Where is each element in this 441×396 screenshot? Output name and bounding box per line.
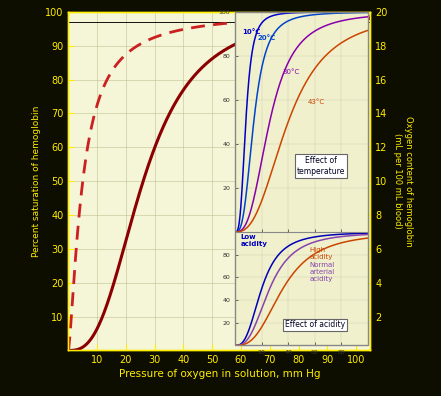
Text: High
acidity: High acidity: [309, 247, 333, 260]
Text: Effect of acidity: Effect of acidity: [284, 320, 345, 329]
Text: Low
acidity: Low acidity: [240, 234, 268, 247]
Text: Normal
arterial
acidity: Normal arterial acidity: [309, 262, 335, 282]
Y-axis label: Percent saturation of hemoglobin: Percent saturation of hemoglobin: [32, 105, 41, 257]
Text: 30°C: 30°C: [283, 69, 300, 74]
Text: 10°C: 10°C: [242, 29, 260, 35]
Text: Effect of
temperature: Effect of temperature: [297, 156, 345, 176]
Y-axis label: Oxygen content of hemoglobin
(mL per 100 mL blood): Oxygen content of hemoglobin (mL per 100…: [393, 116, 413, 247]
Text: 20°C: 20°C: [258, 36, 276, 42]
Text: 43°C: 43°C: [308, 99, 325, 105]
X-axis label: Pressure of oxygen in solution, mm Hg: Pressure of oxygen in solution, mm Hg: [119, 369, 320, 379]
